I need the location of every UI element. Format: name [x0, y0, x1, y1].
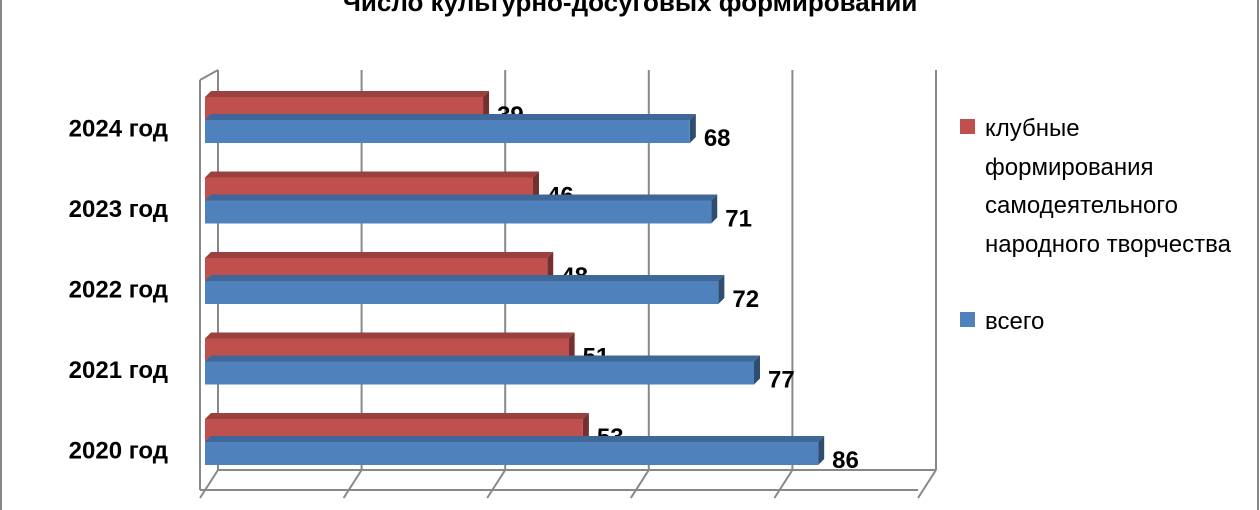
y-tick-label: 2021 год	[69, 357, 168, 384]
data-label: 71	[725, 205, 752, 232]
bar	[205, 275, 725, 304]
bar-face	[689, 114, 696, 143]
bar-face	[205, 194, 718, 201]
legend-label: всего	[985, 308, 1045, 335]
tick-mark	[917, 469, 937, 499]
bar-face	[205, 332, 575, 339]
legend-label: клубные формирования самодеятельного нар…	[985, 115, 1231, 258]
bar-face	[568, 332, 575, 362]
bar-face	[205, 171, 539, 178]
bar	[205, 436, 825, 465]
bar-face	[205, 355, 761, 362]
bar-face	[532, 171, 539, 201]
y-tick-label: 2020 год	[69, 437, 168, 464]
tick-mark	[486, 469, 507, 499]
bar-face	[483, 91, 490, 120]
bar-face	[754, 355, 761, 385]
data-label: 68	[704, 125, 731, 152]
bar-face	[205, 442, 819, 465]
data-label: 77	[768, 366, 795, 393]
bar	[205, 194, 718, 224]
tick-mark	[199, 469, 219, 499]
bar-face	[205, 275, 725, 281]
data-label: 72	[732, 286, 759, 313]
tick-mark	[342, 469, 363, 499]
chart-title: Число культурно-досуговых формирований	[343, 0, 918, 17]
bar	[205, 355, 761, 385]
data-label: 86	[832, 447, 859, 474]
bar	[205, 114, 696, 143]
bar-face	[205, 200, 712, 224]
tick-mark	[629, 469, 650, 499]
bar-face	[711, 194, 718, 224]
bar-face	[205, 91, 490, 97]
bar-face	[718, 275, 725, 304]
bar-face	[547, 252, 554, 281]
y-tick-label: 2022 год	[69, 276, 168, 303]
bar-face	[205, 436, 825, 442]
bar-face	[582, 413, 589, 442]
bar-face	[205, 252, 554, 258]
legend-swatch	[960, 119, 975, 134]
bar-face	[205, 413, 589, 419]
tick-mark	[773, 469, 794, 499]
bar-face	[205, 281, 719, 304]
bar-face	[205, 114, 696, 120]
bar-face	[818, 436, 825, 465]
y-tick-label: 2024 год	[69, 115, 168, 142]
axis-line	[199, 69, 219, 81]
bar-face	[205, 120, 690, 143]
legend-swatch	[960, 312, 975, 327]
bar-face	[205, 361, 755, 385]
y-tick-label: 2023 год	[69, 196, 168, 223]
